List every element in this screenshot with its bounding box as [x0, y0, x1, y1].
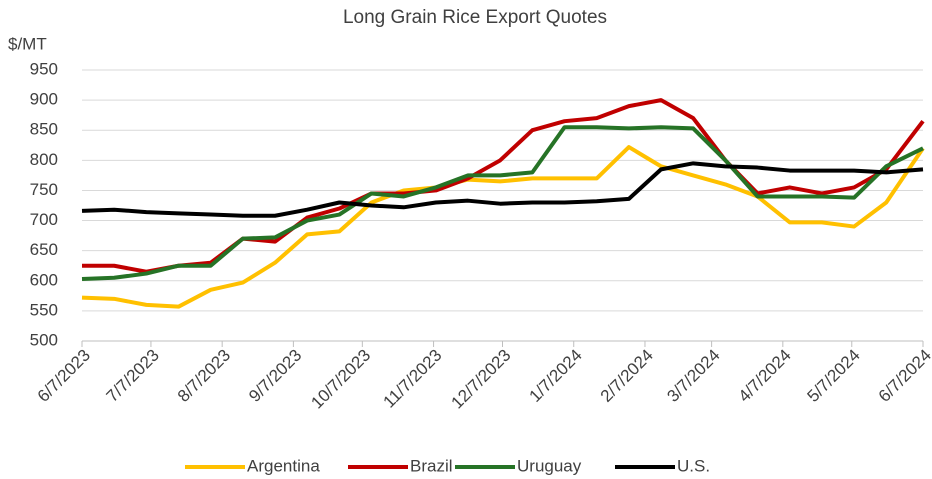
- y-tick-label: 750: [30, 180, 58, 199]
- x-tick-label: 6/7/2023: [34, 346, 94, 406]
- series-line: [81, 161, 924, 218]
- x-tick-label: 6/7/2024: [875, 346, 932, 406]
- chart-title: Long Grain Rice Export Quotes: [343, 7, 607, 28]
- x-tick-label: 8/7/2023: [174, 346, 234, 406]
- y-tick-label: 700: [30, 210, 58, 229]
- x-tick-label: 11/7/2023: [380, 346, 446, 412]
- x-tick-label: 5/7/2024: [804, 346, 864, 406]
- x-tick-label: 9/7/2023: [245, 346, 305, 406]
- y-tick-label: 850: [30, 120, 58, 139]
- y-tick-label: 500: [30, 330, 58, 349]
- y-axis-label: $/MT: [8, 34, 47, 53]
- series-line: [82, 98, 925, 274]
- x-tick-label: 12/7/2023: [448, 346, 515, 413]
- series-line: [81, 145, 925, 309]
- y-tick-label: 550: [30, 300, 58, 319]
- y-tick-label: 650: [30, 240, 58, 259]
- y-tick-label: 950: [30, 59, 58, 78]
- x-tick-label: 10/7/2023: [307, 346, 374, 413]
- x-tick-label: 2/7/2024: [597, 346, 657, 406]
- legend-label: Uruguay: [517, 456, 582, 475]
- y-tick-label: 800: [30, 150, 58, 169]
- x-tick-label: 7/7/2023: [103, 346, 163, 406]
- series-line: [81, 125, 924, 281]
- x-tick-label: 3/7/2024: [663, 346, 723, 406]
- legend-label: Brazil: [410, 456, 453, 475]
- legend-label: U.S.: [677, 456, 710, 475]
- y-tick-label: 600: [30, 270, 58, 289]
- x-tick-label: 4/7/2024: [735, 346, 795, 406]
- y-tick-label: 900: [30, 90, 58, 109]
- legend-label: Argentina: [247, 456, 320, 475]
- x-tick-label: 1/7/2024: [525, 346, 585, 406]
